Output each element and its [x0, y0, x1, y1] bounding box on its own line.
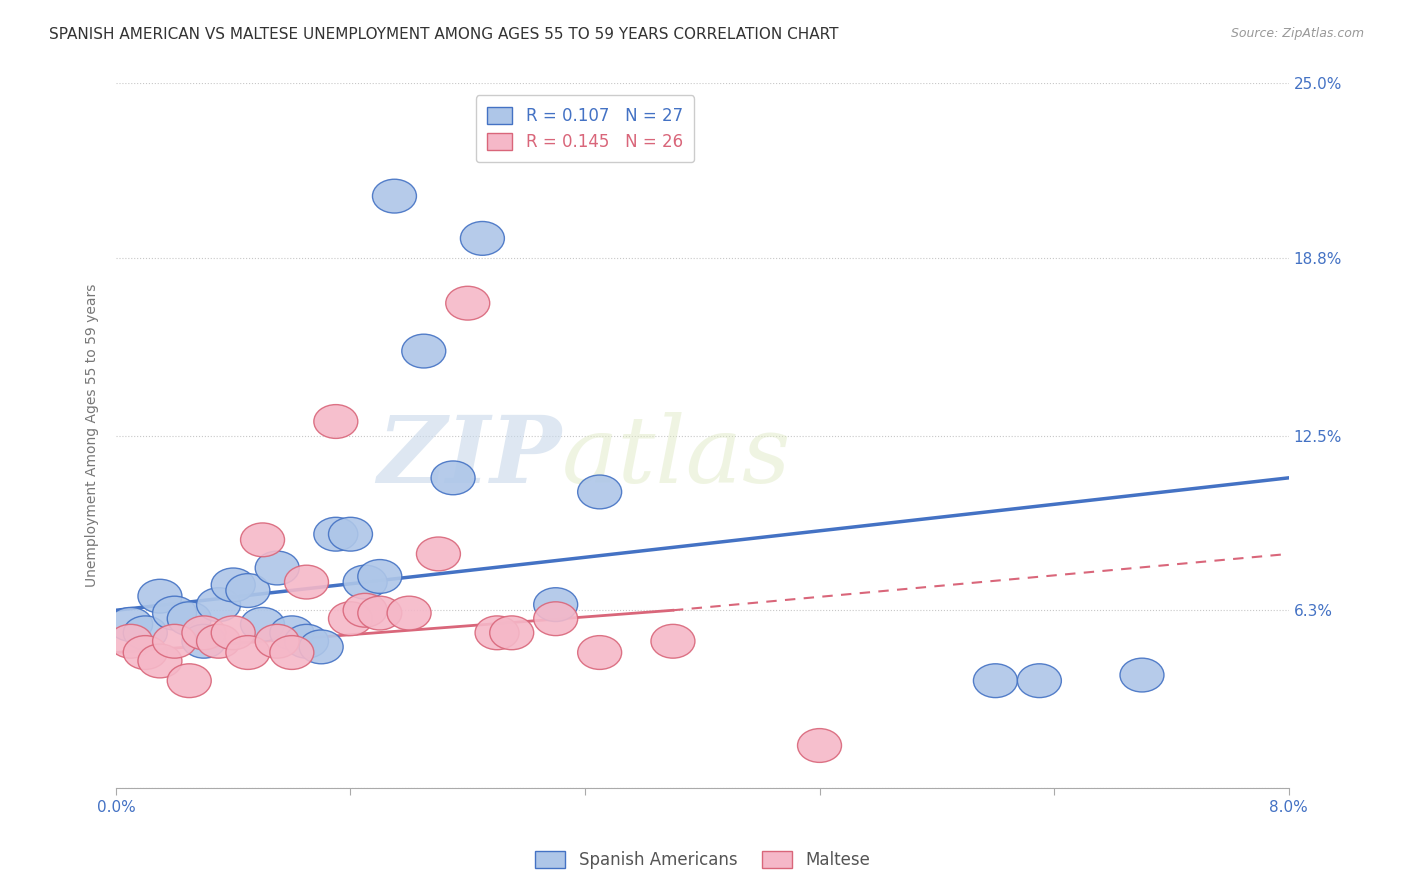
- Text: SPANISH AMERICAN VS MALTESE UNEMPLOYMENT AMONG AGES 55 TO 59 YEARS CORRELATION C: SPANISH AMERICAN VS MALTESE UNEMPLOYMENT…: [49, 27, 839, 42]
- Ellipse shape: [240, 523, 284, 557]
- Ellipse shape: [314, 517, 357, 551]
- Ellipse shape: [1018, 664, 1062, 698]
- Ellipse shape: [124, 615, 167, 649]
- Ellipse shape: [314, 405, 357, 438]
- Ellipse shape: [108, 624, 153, 658]
- Ellipse shape: [270, 636, 314, 669]
- Ellipse shape: [489, 615, 534, 649]
- Text: Source: ZipAtlas.com: Source: ZipAtlas.com: [1230, 27, 1364, 40]
- Ellipse shape: [475, 615, 519, 649]
- Ellipse shape: [357, 596, 402, 630]
- Ellipse shape: [416, 537, 460, 571]
- Legend: Spanish Americans, Maltese: Spanish Americans, Maltese: [526, 841, 880, 880]
- Ellipse shape: [357, 559, 402, 593]
- Ellipse shape: [432, 461, 475, 495]
- Y-axis label: Unemployment Among Ages 55 to 59 years: Unemployment Among Ages 55 to 59 years: [86, 284, 100, 587]
- Ellipse shape: [373, 179, 416, 213]
- Ellipse shape: [153, 624, 197, 658]
- Ellipse shape: [138, 644, 181, 678]
- Legend: R = 0.107   N = 27, R = 0.145   N = 26: R = 0.107 N = 27, R = 0.145 N = 26: [475, 95, 695, 162]
- Ellipse shape: [284, 624, 329, 658]
- Ellipse shape: [167, 664, 211, 698]
- Ellipse shape: [211, 615, 256, 649]
- Text: atlas: atlas: [561, 412, 792, 501]
- Ellipse shape: [460, 221, 505, 255]
- Ellipse shape: [270, 615, 314, 649]
- Ellipse shape: [329, 517, 373, 551]
- Ellipse shape: [256, 551, 299, 585]
- Ellipse shape: [797, 729, 842, 763]
- Ellipse shape: [299, 630, 343, 664]
- Ellipse shape: [240, 607, 284, 641]
- Ellipse shape: [1121, 658, 1164, 692]
- Ellipse shape: [124, 636, 167, 669]
- Ellipse shape: [256, 624, 299, 658]
- Ellipse shape: [108, 607, 153, 641]
- Ellipse shape: [284, 566, 329, 599]
- Ellipse shape: [197, 588, 240, 622]
- Ellipse shape: [534, 588, 578, 622]
- Ellipse shape: [343, 566, 387, 599]
- Ellipse shape: [651, 624, 695, 658]
- Ellipse shape: [387, 596, 432, 630]
- Ellipse shape: [402, 334, 446, 368]
- Ellipse shape: [343, 593, 387, 627]
- Ellipse shape: [167, 602, 211, 636]
- Text: ZIP: ZIP: [377, 412, 561, 501]
- Ellipse shape: [211, 568, 256, 602]
- Ellipse shape: [138, 579, 181, 613]
- Ellipse shape: [534, 602, 578, 636]
- Ellipse shape: [226, 636, 270, 669]
- Ellipse shape: [181, 624, 226, 658]
- Ellipse shape: [578, 636, 621, 669]
- Ellipse shape: [153, 596, 197, 630]
- Ellipse shape: [197, 624, 240, 658]
- Ellipse shape: [329, 602, 373, 636]
- Ellipse shape: [446, 286, 489, 320]
- Ellipse shape: [181, 615, 226, 649]
- Ellipse shape: [973, 664, 1018, 698]
- Ellipse shape: [226, 574, 270, 607]
- Ellipse shape: [578, 475, 621, 508]
